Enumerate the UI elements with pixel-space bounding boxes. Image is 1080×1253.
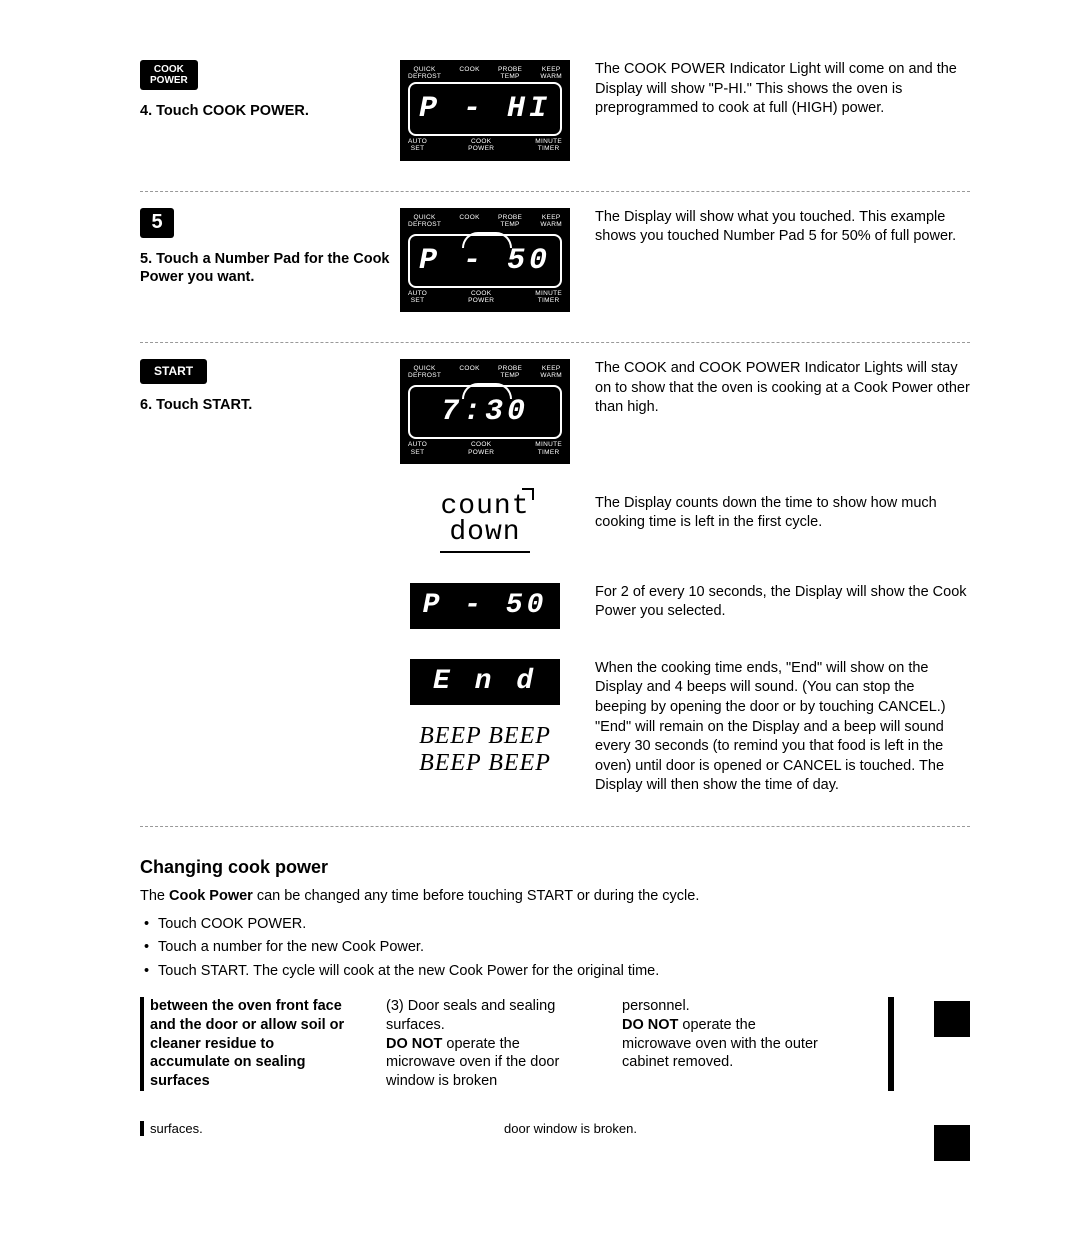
step-6-desc: The COOK and COOK POWER Indicator Lights… — [580, 359, 970, 418]
display-text: P - 50 — [419, 244, 551, 278]
intro-pre: The — [140, 888, 169, 904]
disp-label: QUICK DEFROST — [408, 365, 441, 379]
disp-label: COOK POWER — [468, 138, 494, 152]
black-square-icon — [934, 1125, 970, 1161]
start-button: START — [140, 359, 207, 384]
bullet-item: Touch a number for the new Cook Power. — [144, 937, 970, 959]
step-4-row: COOK POWER 4. Touch COOK POWER. QUICK DE… — [140, 60, 970, 161]
warn-col3-bold: DO NOT — [622, 1017, 678, 1033]
disp-label: MINUTE TIMER — [535, 290, 562, 304]
disp-label: AUTO SET — [408, 138, 427, 152]
frag-left: surfaces. — [140, 1121, 464, 1136]
step-4-desc: The COOK POWER Indicator Light will come… — [580, 60, 970, 119]
countdown-line1: count — [440, 494, 529, 521]
display-text: P - HI — [419, 92, 551, 126]
mini-display-end: E n d — [410, 659, 560, 705]
countdown-line2: down — [440, 520, 529, 547]
end-row: E n d BEEP BEEP BEEP BEEP When the cooki… — [140, 659, 970, 796]
p50-desc: For 2 of every 10 seconds, the Display w… — [580, 583, 970, 622]
disp-label: MINUTE TIMER — [535, 138, 562, 152]
frag-mid: door window is broken. — [504, 1121, 818, 1136]
display-panel-4: QUICK DEFROST COOK PROBE TEMP KEEP WARM … — [400, 60, 570, 161]
step-4-caption: Touch COOK POWER. — [156, 103, 309, 119]
disp-label: QUICK DEFROST — [408, 66, 441, 80]
disp-label: KEEP WARM — [540, 214, 562, 228]
countdown-graphic: count down — [440, 494, 529, 553]
countdown-row: count down The Display counts down the t… — [140, 494, 970, 553]
numpad-5-button: 5 — [140, 208, 174, 238]
intro-post: can be changed any time before touching … — [253, 888, 700, 904]
p50-row: P - 50 For 2 of every 10 seconds, the Di… — [140, 583, 970, 629]
disp-label: COOK — [459, 365, 479, 379]
manual-page: COOK POWER 4. Touch COOK POWER. QUICK DE… — [0, 0, 1080, 1201]
step-5-caption: Touch a Number Pad for the Cook Power yo… — [140, 251, 389, 286]
step-5-desc: The Display will show what you touched. … — [580, 208, 970, 247]
disp-label: COOK — [459, 214, 479, 228]
disp-label: COOK POWER — [468, 290, 494, 304]
mini-display-text: P - 50 — [423, 590, 548, 621]
changing-title: Changing cook power — [140, 857, 970, 878]
bullet-item: Touch COOK POWER. — [144, 914, 970, 936]
changing-intro: The Cook Power can be changed any time b… — [140, 886, 970, 908]
step-6-num: 6. — [140, 397, 152, 413]
disp-label: KEEP WARM — [540, 365, 562, 379]
mini-display-text: E n d — [433, 666, 537, 697]
bullet-item: Touch START. The cycle will cook at the … — [144, 961, 970, 983]
disp-label: PROBE TEMP — [498, 66, 522, 80]
changing-bullets: Touch COOK POWER. Touch a number for the… — [140, 914, 970, 983]
disp-label: KEEP WARM — [540, 66, 562, 80]
disp-label: QUICK DEFROST — [408, 214, 441, 228]
end-desc: When the cooking time ends, "End" will s… — [580, 659, 970, 796]
step-4-num: 4. — [140, 103, 152, 119]
black-square-icon — [934, 1001, 970, 1037]
step-6-row: START 6. Touch START. QUICK DEFROST COOK… — [140, 359, 970, 464]
step-5-row: 5 5. Touch a Number Pad for the Cook Pow… — [140, 208, 970, 313]
disp-label: AUTO SET — [408, 290, 427, 304]
disp-label: PROBE TEMP — [498, 365, 522, 379]
display-panel-5: QUICK DEFROST COOK PROBE TEMP KEEP WARM … — [400, 208, 570, 313]
warn-col2-bold: DO NOT — [386, 1036, 442, 1052]
mini-display-p50: P - 50 — [410, 583, 560, 629]
warn-col3-top: personnel. — [622, 998, 690, 1014]
step-5-num: 5. — [140, 251, 152, 267]
disp-label: COOK POWER — [468, 441, 494, 455]
disp-label: MINUTE TIMER — [535, 441, 562, 455]
disp-label: AUTO SET — [408, 441, 427, 455]
disp-label: PROBE TEMP — [498, 214, 522, 228]
step-6-caption: Touch START. — [156, 397, 252, 413]
intro-bold: Cook Power — [169, 888, 253, 904]
fragment-row: surfaces. door window is broken. — [140, 1121, 970, 1161]
display-panel-6: QUICK DEFROST COOK PROBE TEMP KEEP WARM … — [400, 359, 570, 464]
countdown-desc: The Display counts down the time to show… — [580, 494, 970, 533]
cook-power-button: COOK POWER — [140, 60, 198, 90]
beep-text: BEEP BEEP BEEP BEEP — [390, 723, 580, 777]
warn-col1: between the oven front face and the door… — [150, 998, 344, 1089]
warn-col2-top: (3) Door seals and sealing surfaces. — [386, 998, 555, 1033]
warning-bar-icon — [858, 997, 894, 1091]
warning-strip: between the oven front face and the door… — [140, 997, 970, 1091]
disp-label: COOK — [459, 66, 479, 80]
display-text: 7:30 — [441, 395, 529, 429]
